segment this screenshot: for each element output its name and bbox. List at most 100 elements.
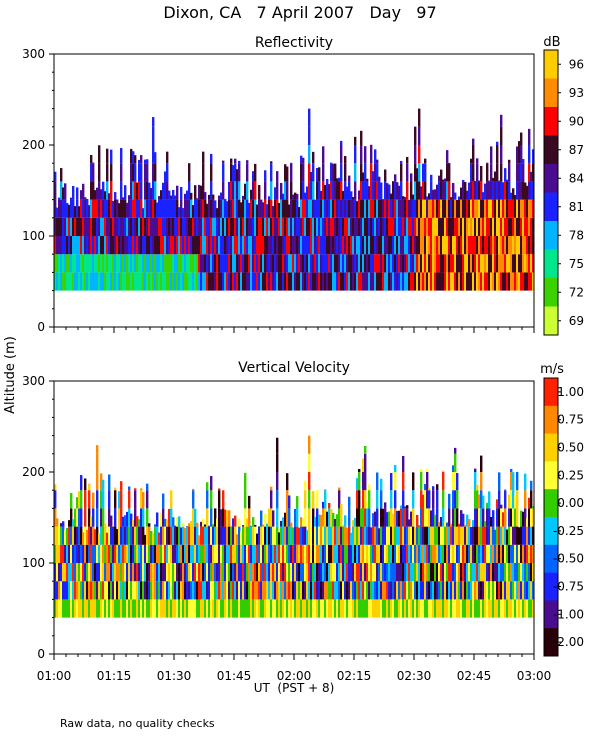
heatmap-cell — [486, 254, 489, 273]
heatmap-cell — [256, 272, 259, 291]
heatmap-cell — [138, 163, 141, 182]
heatmap-cell — [400, 508, 403, 527]
colorbar-segment — [544, 306, 558, 336]
heatmap-cell — [132, 581, 135, 600]
heatmap-cell — [428, 526, 431, 545]
heatmap-cell — [350, 563, 353, 582]
heatmap-cell — [374, 163, 377, 182]
heatmap-cell — [208, 236, 211, 255]
heatmap-cell — [150, 199, 153, 218]
heatmap-cell — [290, 236, 293, 255]
heatmap-cell — [294, 526, 297, 545]
heatmap-cell — [530, 508, 533, 527]
heatmap-cell — [322, 526, 325, 545]
heatmap-cell — [302, 199, 305, 218]
heatmap-cell — [76, 526, 79, 545]
heatmap-cell — [96, 254, 99, 273]
heatmap-cell — [524, 581, 527, 600]
heatmap-cell — [246, 563, 249, 582]
heatmap-cell — [64, 217, 67, 236]
heatmap-cell — [340, 508, 343, 527]
heatmap-cell — [410, 581, 413, 600]
heatmap-cell — [354, 544, 357, 563]
heatmap-cell — [322, 199, 325, 218]
heatmap-cell — [422, 563, 425, 582]
heatmap-cell — [376, 526, 379, 545]
heatmap-cell — [274, 254, 277, 273]
heatmap-cell — [426, 508, 429, 527]
heatmap-cell — [66, 544, 69, 563]
heatmap-cell — [524, 544, 527, 563]
heatmap-cell — [344, 217, 347, 236]
heatmap-cell — [516, 526, 519, 545]
heatmap-cell — [406, 254, 409, 273]
heatmap-cell — [246, 236, 249, 255]
heatmap-cell — [406, 526, 409, 545]
heatmap-cell — [258, 544, 261, 563]
heatmap-cell — [452, 217, 455, 236]
heatmap-cell — [256, 581, 259, 600]
heatmap-cell — [422, 199, 425, 218]
heatmap-cell — [256, 217, 259, 236]
heatmap-cell — [284, 544, 287, 563]
heatmap-cell — [136, 599, 139, 618]
heatmap-cell — [222, 526, 225, 545]
heatmap-cell — [80, 508, 83, 527]
heatmap-cell — [192, 272, 195, 291]
heatmap-cell — [422, 181, 425, 200]
heatmap-cell — [460, 272, 463, 291]
colorbar-segment — [544, 517, 558, 546]
heatmap-cell — [384, 272, 387, 291]
heatmap-cell — [136, 217, 139, 236]
heatmap-cell — [466, 190, 469, 200]
heatmap-cell — [178, 207, 181, 218]
heatmap-cell — [190, 217, 193, 236]
heatmap-cell — [226, 544, 229, 563]
heatmap-cell — [128, 195, 131, 200]
heatmap-cell — [240, 202, 243, 218]
heatmap-cell — [140, 508, 143, 527]
heatmap-cell — [54, 217, 57, 236]
heatmap-cell — [476, 544, 479, 563]
heatmap-cell — [244, 236, 247, 255]
heatmap-cell — [480, 526, 483, 545]
heatmap-cell — [518, 272, 521, 291]
heatmap-cell — [268, 199, 271, 218]
heatmap-cell — [518, 141, 521, 145]
heatmap-cell — [162, 581, 165, 600]
heatmap-cell — [144, 599, 147, 618]
heatmap-cell — [350, 599, 353, 618]
colorbar-label: 0.25 — [557, 468, 584, 482]
heatmap-cell — [364, 581, 367, 600]
heatmap-cell — [214, 544, 217, 563]
heatmap-cell — [486, 181, 489, 200]
heatmap-cell — [204, 199, 207, 218]
heatmap-cell — [394, 544, 397, 563]
heatmap-cell — [238, 272, 241, 291]
heatmap-cell — [450, 197, 453, 200]
heatmap-cell — [210, 272, 213, 291]
heatmap-cell — [168, 236, 171, 255]
heatmap-cell — [262, 254, 265, 273]
heatmap-cell — [170, 254, 173, 273]
heatmap-cell — [130, 254, 133, 273]
heatmap-cell — [482, 272, 485, 291]
heatmap-cell — [158, 254, 161, 273]
heatmap-cell — [376, 181, 379, 200]
heatmap-cell — [124, 236, 127, 255]
heatmap-cell — [340, 140, 343, 145]
heatmap-cell — [520, 599, 523, 618]
heatmap-cell — [338, 563, 341, 582]
heatmap-cell — [306, 581, 309, 600]
heatmap-cell — [516, 146, 519, 164]
heatmap-cell — [184, 581, 187, 600]
heatmap-cell — [482, 544, 485, 563]
heatmap-cell — [346, 527, 349, 545]
heatmap-cell — [214, 526, 217, 545]
heatmap-cell — [370, 236, 373, 255]
heatmap-cell — [262, 563, 265, 582]
heatmap-cell — [336, 181, 339, 200]
heatmap-cell — [96, 272, 99, 291]
heatmap-cell — [390, 272, 393, 291]
heatmap-cell — [482, 192, 485, 200]
